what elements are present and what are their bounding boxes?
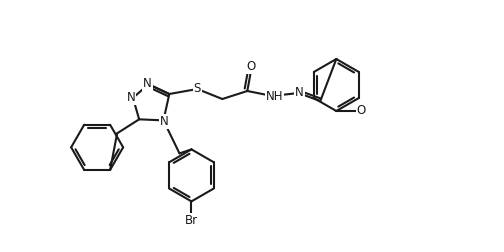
Text: N: N xyxy=(295,85,304,99)
Text: Br: Br xyxy=(185,214,198,227)
Text: N: N xyxy=(143,77,152,90)
Text: N: N xyxy=(160,115,169,128)
Text: S: S xyxy=(194,82,201,96)
Text: O: O xyxy=(246,60,256,74)
Text: NH: NH xyxy=(266,90,283,104)
Text: O: O xyxy=(357,105,366,117)
Text: N: N xyxy=(127,91,136,104)
